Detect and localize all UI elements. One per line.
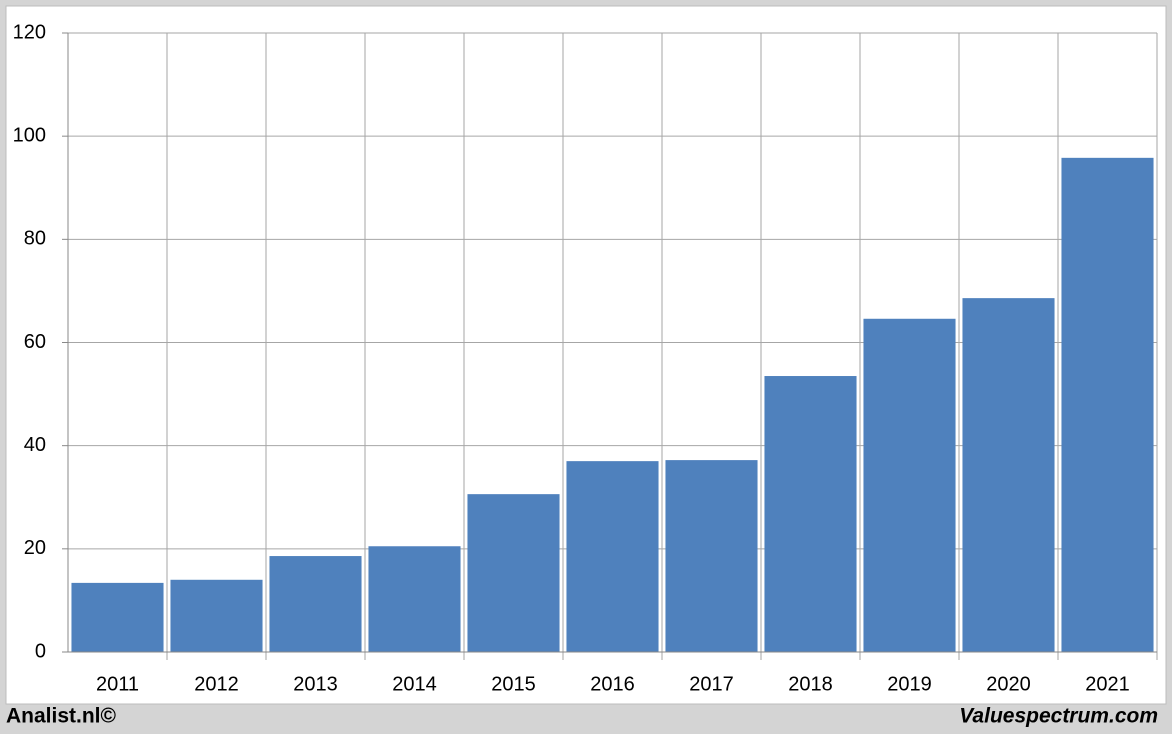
x-tick-label: 2019 — [887, 673, 932, 695]
bar — [170, 579, 263, 652]
bar — [269, 556, 362, 652]
bar — [665, 460, 758, 652]
bar — [467, 494, 560, 652]
x-tick-label: 2016 — [590, 673, 635, 695]
bar — [368, 546, 461, 652]
x-tick-label: 2014 — [392, 673, 437, 695]
bar — [863, 318, 956, 652]
y-tick-label: 20 — [24, 537, 46, 559]
x-tick-label: 2011 — [96, 673, 139, 695]
x-tick-label: 2012 — [194, 673, 239, 695]
bar — [71, 582, 164, 652]
y-tick-label: 60 — [24, 331, 46, 353]
x-tick-label: 2020 — [986, 673, 1031, 695]
x-tick-label: 2018 — [788, 673, 833, 695]
footer-left: Analist.nl© — [6, 705, 117, 728]
footer-right: Valuespectrum.com — [959, 705, 1158, 728]
bar — [566, 461, 659, 652]
y-tick-label: 120 — [13, 21, 46, 43]
y-tick-label: 100 — [13, 124, 46, 146]
x-tick-label: 2015 — [491, 673, 536, 695]
bar — [962, 298, 1055, 652]
y-tick-label: 40 — [24, 434, 46, 456]
bar — [764, 376, 857, 652]
x-tick-label: 2017 — [689, 673, 734, 695]
x-tick-label: 2013 — [293, 673, 338, 695]
y-tick-label: 80 — [24, 228, 46, 250]
bar — [1061, 157, 1154, 652]
y-tick-label: 0 — [35, 640, 46, 662]
x-tick-label: 2021 — [1085, 673, 1130, 695]
